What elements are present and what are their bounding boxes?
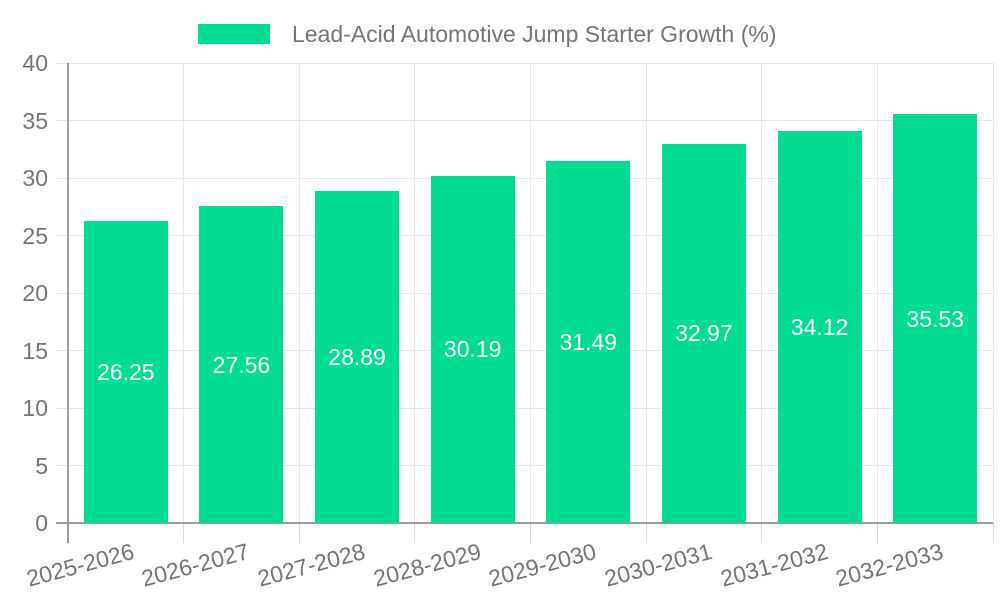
v-gridline xyxy=(876,63,878,523)
y-tick-label: 0 xyxy=(35,510,48,536)
bar[interactable] xyxy=(661,143,746,523)
bar-value-label: 30.19 xyxy=(443,336,502,363)
bar[interactable] xyxy=(199,206,284,523)
x-axis-tick xyxy=(761,523,763,543)
y-tick-label: 20 xyxy=(22,280,48,306)
x-axis-tick xyxy=(414,523,416,543)
x-axis-tick xyxy=(876,523,878,543)
h-gridline xyxy=(56,350,993,351)
y-tick-label: 40 xyxy=(22,50,48,76)
bar-value-label: 32.97 xyxy=(675,320,733,347)
x-axis-tick xyxy=(645,523,647,543)
x-tick-label: 2029-2030 xyxy=(486,538,600,592)
y-tick-label: 30 xyxy=(22,165,48,191)
legend-label: Lead-Acid Automotive Jump Starter Growth… xyxy=(292,20,777,47)
bar[interactable] xyxy=(546,160,631,523)
x-tick-label: 2030-2031 xyxy=(601,538,715,592)
x-axis-line xyxy=(56,522,993,524)
x-tick-label: 2032-2033 xyxy=(832,538,946,592)
bar-value-label: 31.49 xyxy=(559,328,618,355)
h-gridline xyxy=(56,177,993,179)
y-tick-label: 10 xyxy=(22,395,48,421)
bar-value-label: 28.89 xyxy=(328,343,386,370)
v-gridline xyxy=(183,63,185,523)
x-axis-tick xyxy=(992,523,994,543)
bar[interactable] xyxy=(893,114,978,523)
x-axis-tick xyxy=(183,523,185,543)
h-gridline xyxy=(56,120,993,121)
y-axis-line xyxy=(67,63,69,543)
x-tick-label: 2027-2028 xyxy=(254,538,368,592)
x-tick-label: 2025-2026 xyxy=(23,538,137,592)
y-tick-label: 35 xyxy=(22,107,48,134)
v-gridline xyxy=(414,63,416,523)
bar-value-label: 35.53 xyxy=(906,305,964,332)
v-gridline xyxy=(992,63,994,523)
bar[interactable] xyxy=(83,221,168,523)
h-gridline xyxy=(56,235,993,236)
h-gridline xyxy=(56,62,993,64)
h-gridline xyxy=(56,292,993,294)
x-tick-label: 2026-2027 xyxy=(139,538,253,592)
bar[interactable] xyxy=(430,175,515,523)
h-gridline xyxy=(56,465,993,466)
bar-value-label: 26.25 xyxy=(97,359,155,386)
legend-swatch xyxy=(198,24,270,44)
v-gridline xyxy=(761,63,763,523)
v-gridline xyxy=(530,63,531,523)
y-tick-label: 25 xyxy=(22,222,48,249)
x-tick-label: 2028-2029 xyxy=(370,538,484,592)
y-tick-label: 5 xyxy=(35,452,48,479)
v-gridline xyxy=(298,63,300,523)
v-gridline xyxy=(645,63,647,523)
h-gridline xyxy=(56,407,993,409)
bar[interactable] xyxy=(777,130,862,523)
y-tick-label: 15 xyxy=(22,337,48,364)
x-axis-tick xyxy=(530,523,531,543)
bar-value-label: 27.56 xyxy=(212,351,271,378)
bar[interactable] xyxy=(315,190,400,523)
legend[interactable]: Lead-Acid Automotive Jump Starter Growth… xyxy=(198,20,777,47)
x-tick-label: 2031-2032 xyxy=(717,538,831,592)
bar-value-label: 34.12 xyxy=(790,313,849,340)
x-axis-tick xyxy=(298,523,300,543)
